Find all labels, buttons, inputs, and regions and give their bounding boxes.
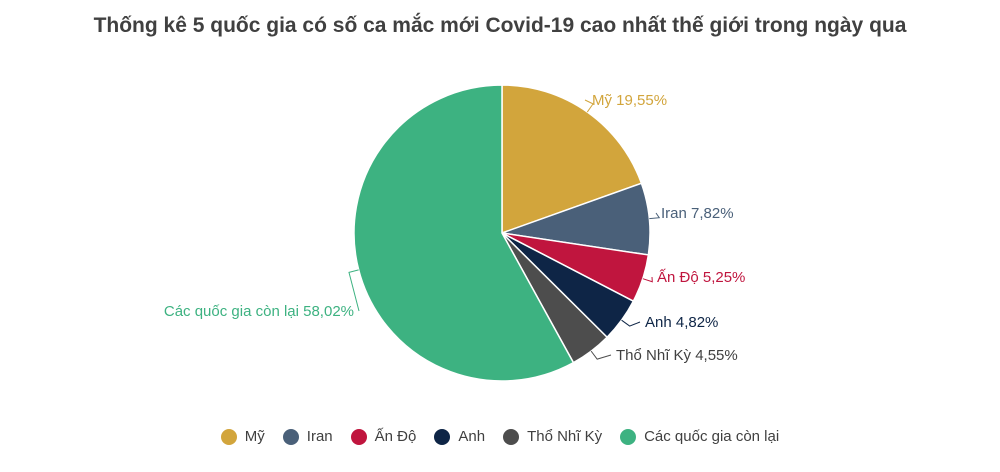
pie-slice-5	[353, 84, 575, 382]
legend-swatch	[434, 428, 451, 445]
legend-label: Thổ Nhĩ Kỳ	[527, 428, 603, 445]
slice-label-3: Anh 4,82%	[645, 314, 718, 331]
legend-item-1: Iran	[282, 428, 333, 445]
legend-label: Anh	[458, 428, 486, 445]
legend-swatch	[220, 428, 237, 445]
leader-line-0	[584, 99, 594, 113]
leader-line-4	[590, 350, 612, 360]
leader-line-2	[642, 276, 653, 283]
chart-legend: Mỹ Iran Ấn Độ Anh Thổ Nhĩ Kỳ Các quốc gia còn…	[0, 428, 1000, 445]
legend-swatch	[350, 428, 367, 445]
legend-label: Ấn Độ	[374, 428, 417, 445]
leader-line-1	[649, 212, 661, 220]
legend-item-4: Thổ Nhĩ Kỳ	[503, 428, 602, 445]
slice-label-2: Ấn Độ 5,25%	[657, 269, 745, 286]
leader-line-3	[621, 319, 641, 327]
chart-title: Thống kê 5 quốc gia có số ca mắc mới Cov…	[93, 14, 907, 37]
legend-label: Các quốc gia còn lại	[644, 428, 780, 445]
legend-swatch	[503, 428, 520, 445]
legend-swatch	[282, 428, 299, 445]
legend-item-2: Ấn Độ	[350, 428, 417, 445]
legend-item-0: Mỹ	[220, 428, 265, 445]
slice-label-4: Thổ Nhĩ Kỳ 4,55%	[616, 347, 738, 364]
legend-label: Mỹ	[244, 428, 265, 445]
leader-line-5	[348, 269, 360, 312]
slice-label-1: Iran 7,82%	[661, 205, 734, 222]
legend-item-3: Anh	[434, 428, 485, 445]
slice-label-0: Mỹ 19,55%	[592, 92, 667, 109]
slice-label-5: Các quốc gia còn lại 58,02%	[164, 303, 354, 320]
legend-label: Iran	[306, 428, 333, 445]
legend-swatch	[620, 428, 637, 445]
legend-item-5: Các quốc gia còn lại	[620, 428, 779, 445]
